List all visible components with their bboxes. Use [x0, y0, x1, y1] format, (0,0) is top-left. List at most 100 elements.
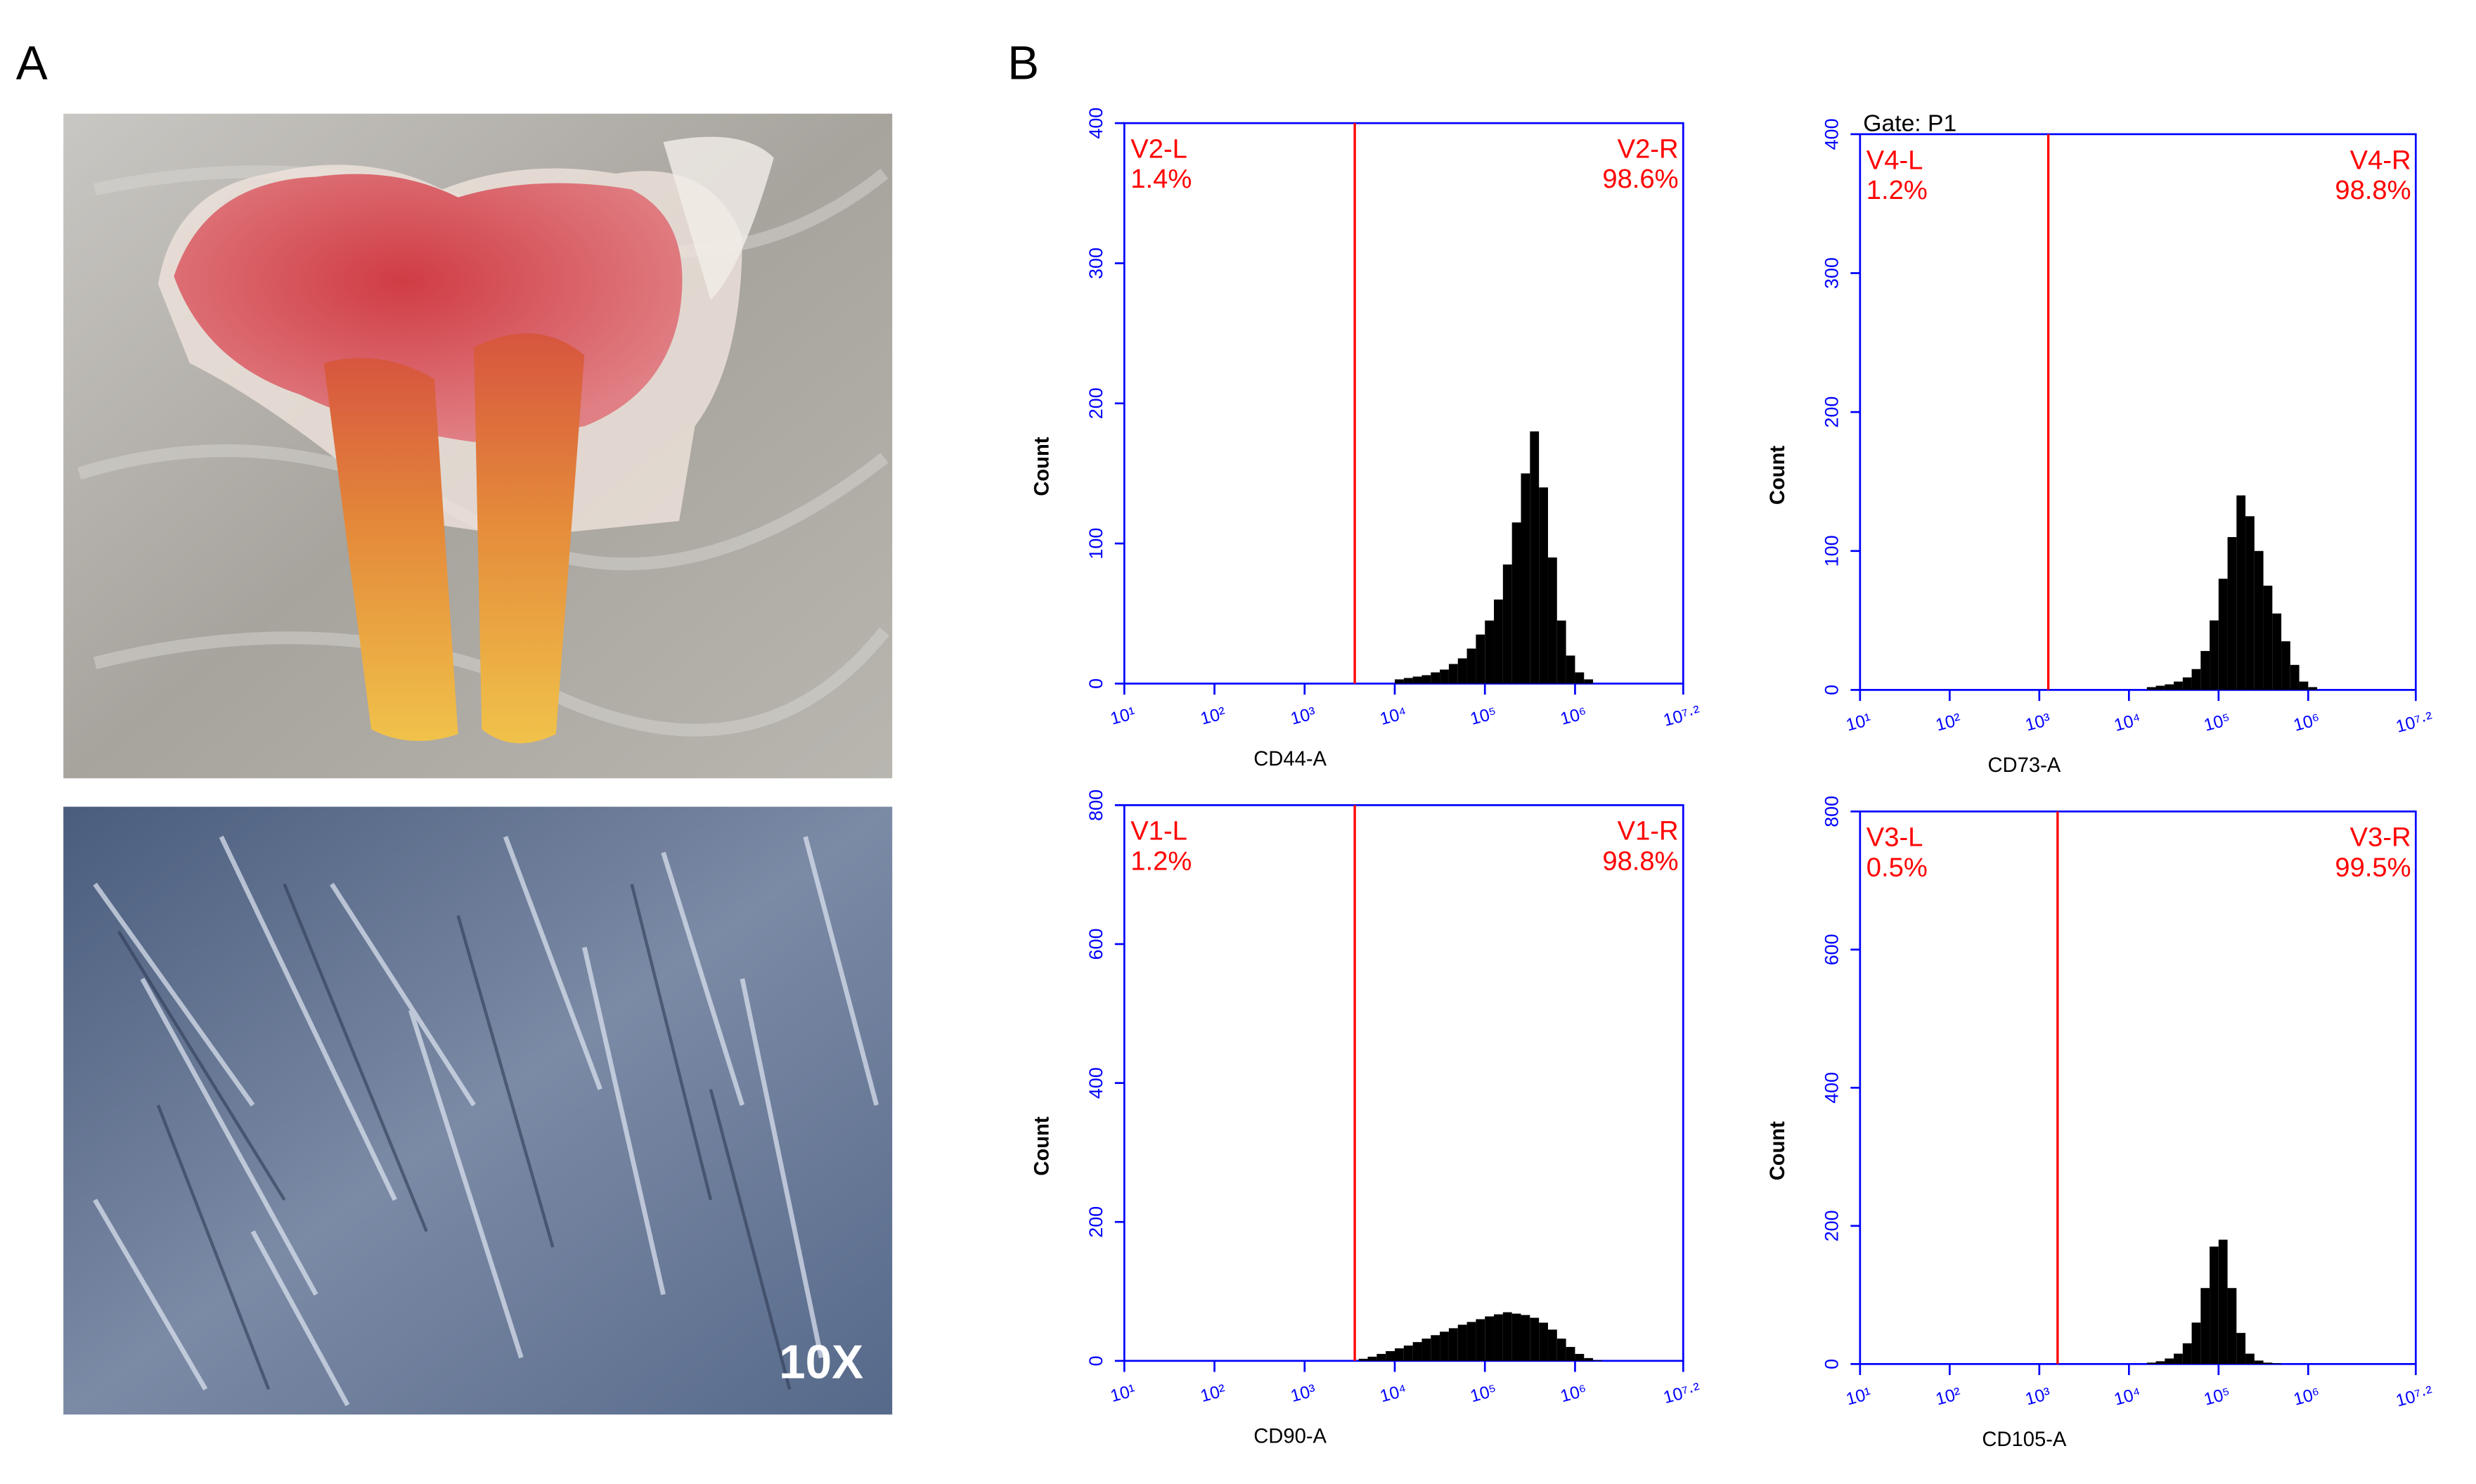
histogram-bar: [2290, 664, 2300, 690]
histogram-bar: [2263, 1362, 2273, 1364]
histogram-bar: [1412, 1342, 1422, 1361]
x-tick-label: 10⁷·²: [2394, 709, 2435, 737]
histogram-bar: [1403, 678, 1413, 684]
x-axis-label: CD73-A: [1987, 754, 2061, 777]
x-tick-label: 10⁵: [2202, 710, 2232, 735]
histogram-bar: [2210, 1246, 2219, 1364]
y-tick-label: 300: [1085, 247, 1107, 279]
gate-percent: 1.2%: [1866, 175, 1928, 205]
histogram-bar: [1403, 1346, 1413, 1361]
y-tick-label: 400: [1085, 108, 1107, 139]
gate-percent: 98.8%: [2335, 175, 2411, 205]
gate-percent: 98.6%: [1602, 164, 1678, 194]
x-axis-label: CD90-A: [1253, 1426, 1327, 1448]
histogram-bar: [2227, 1288, 2237, 1364]
y-axis-label: Count: [1767, 446, 1789, 505]
x-tick-label: 10⁴: [1378, 1381, 1409, 1407]
x-tick-label: 10⁵: [1469, 704, 1499, 729]
histogram-bar: [1367, 1356, 1377, 1361]
histogram-bar: [2218, 1239, 2228, 1364]
histogram-bar: [1566, 1347, 1575, 1361]
gate-percent: 1.4%: [1130, 164, 1192, 194]
histogram-bar: [1494, 599, 1503, 684]
x-tick-label: 10⁴: [1378, 704, 1409, 729]
histogram-bar: [2272, 613, 2282, 690]
histogram-bar: [1358, 1358, 1368, 1361]
y-tick-label: 200: [1085, 387, 1107, 419]
y-tick-label: 0: [1085, 678, 1107, 689]
histogram-bar: [1530, 1317, 1540, 1361]
histogram-bar: [2245, 516, 2255, 690]
y-tick-label: 400: [1085, 1067, 1107, 1099]
x-tick-label: 10¹: [1109, 704, 1137, 728]
x-tick-label: 10¹: [1844, 1384, 1873, 1409]
histogram-bar: [2227, 537, 2237, 690]
histogram-bar: [1431, 1335, 1440, 1361]
y-tick-label: 800: [1821, 796, 1842, 827]
tooth-photo: [63, 113, 893, 779]
histogram-bar: [1539, 487, 1548, 684]
y-tick-label: 100: [1821, 535, 1842, 567]
x-tick-label: 10⁴: [2112, 710, 2143, 735]
histogram-bar: [1466, 1322, 1476, 1361]
y-tick-label: 0: [1821, 685, 1842, 695]
y-tick-label: 600: [1085, 928, 1107, 960]
histogram-bar: [2263, 586, 2273, 690]
histogram-bar: [2200, 651, 2210, 690]
gate-name: V2-L: [1130, 134, 1187, 164]
plot-frame: [1859, 810, 2417, 1365]
histogram-bar: [2155, 1361, 2165, 1364]
histogram-bar: [2191, 669, 2201, 690]
x-tick-label: 10⁶: [1559, 1381, 1589, 1407]
histogram-bar: [1386, 1350, 1395, 1361]
x-tick-label: 10²: [1199, 1381, 1227, 1406]
histogram-bar: [2200, 1288, 2210, 1364]
histogram-bar: [2218, 579, 2228, 690]
histogram-bar: [2210, 620, 2219, 690]
x-tick-label: 10⁶: [2292, 710, 2322, 735]
plot-frame: [1859, 133, 2417, 691]
y-tick-label: 0: [1821, 1359, 1842, 1369]
histogram-bar: [1412, 676, 1422, 684]
histogram-bar: [1556, 620, 1566, 684]
x-tick-label: 10⁷·²: [1661, 1380, 1702, 1408]
x-tick-label: 10²: [1934, 1384, 1963, 1409]
histogram-bar: [2155, 685, 2165, 690]
x-tick-label: 10¹: [1109, 1381, 1137, 1406]
x-tick-label: 10⁶: [1559, 704, 1589, 729]
histogram-bar: [1394, 679, 1404, 684]
x-tick-label: 10⁵: [1469, 1381, 1499, 1407]
gate-percent: 98.8%: [1602, 846, 1678, 876]
y-axis-label: Count: [1031, 1116, 1054, 1176]
y-tick-label: 400: [1821, 118, 1842, 150]
panel-label: B: [1007, 37, 1039, 89]
histogram-bar: [1502, 1312, 1512, 1361]
histogram-bar: [1476, 634, 1485, 684]
histogram-bar: [2182, 1343, 2192, 1364]
histogram-bar: [1575, 672, 1585, 684]
plot-frame: [1123, 122, 1684, 685]
y-tick-label: 200: [1821, 1210, 1842, 1241]
y-tick-label: 800: [1085, 789, 1107, 821]
x-axis-label: CD44-A: [1253, 748, 1327, 770]
histogram-bar: [2299, 681, 2309, 690]
gate-name: V4-L: [1866, 145, 1923, 175]
histogram-bar: [2236, 1333, 2246, 1364]
histogram-bar: [1502, 564, 1512, 684]
histogram-bar: [2165, 684, 2174, 690]
histogram-bar: [1494, 1314, 1503, 1361]
histogram-bar: [1394, 1348, 1404, 1361]
plot-frame: [1123, 804, 1684, 1362]
histogram-bar: [2191, 1322, 2201, 1364]
gate-name: V4-R: [2350, 145, 2411, 175]
x-tick-label: 10¹: [1844, 710, 1873, 735]
y-tick-label: 400: [1821, 1072, 1842, 1104]
histogram-bar: [2182, 677, 2192, 690]
histogram-bar: [2146, 687, 2156, 690]
cell-micrograph: [63, 806, 893, 1415]
histogram-bar: [1421, 675, 1431, 684]
x-tick-label: 10³: [1289, 1381, 1317, 1406]
gate-percent: 0.5%: [1866, 852, 1928, 882]
histogram-bar: [1575, 1353, 1585, 1361]
